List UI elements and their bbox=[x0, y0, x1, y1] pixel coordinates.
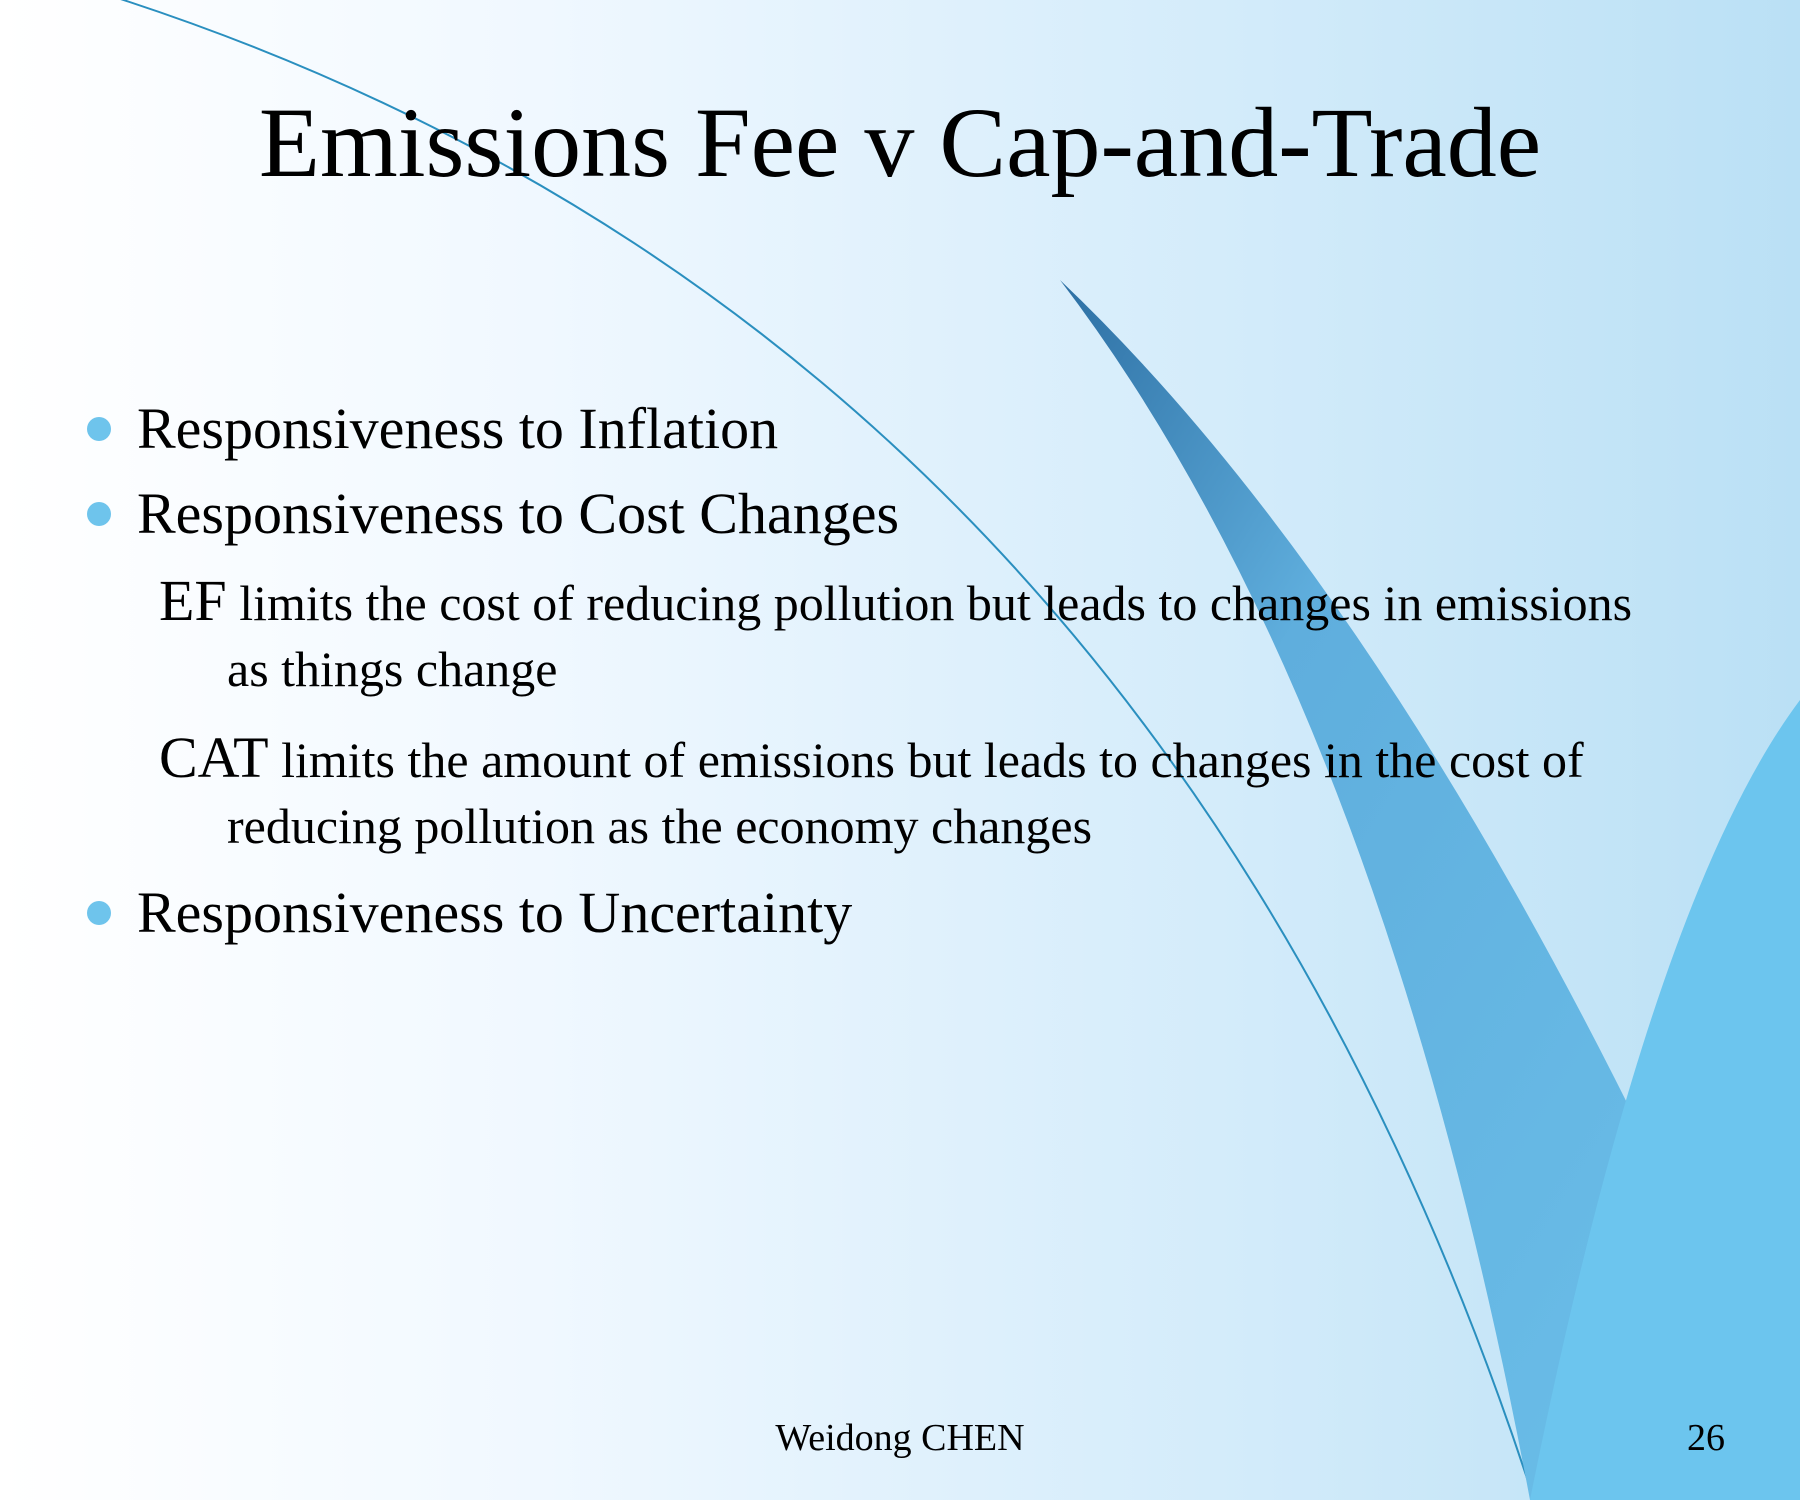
slide-content: Responsiveness to Inflation Responsivene… bbox=[75, 395, 1675, 964]
bullet-item: Responsiveness to Uncertainty bbox=[75, 879, 1675, 946]
footer-page-number: 26 bbox=[1687, 1416, 1725, 1460]
bullet-label: Responsiveness to Uncertainty bbox=[137, 879, 852, 946]
bullet-icon bbox=[87, 901, 111, 925]
para-lead: EF bbox=[159, 568, 227, 633]
bullet-icon bbox=[87, 502, 111, 526]
bullet-icon bbox=[87, 417, 111, 441]
para-rest: limits the amount of emissions but leads… bbox=[227, 732, 1584, 854]
footer-author: Weidong CHEN bbox=[0, 1416, 1800, 1460]
para-lead: CAT bbox=[159, 725, 269, 790]
slide: Emissions Fee v Cap-and-Trade Responsive… bbox=[0, 0, 1800, 1500]
bullet-item: Responsiveness to Inflation bbox=[75, 395, 1675, 462]
body-paragraph: EF limits the cost of reducing pollution… bbox=[87, 565, 1675, 700]
slide-title: Emissions Fee v Cap-and-Trade bbox=[120, 85, 1680, 200]
bullet-label: Responsiveness to Inflation bbox=[137, 395, 778, 462]
bullet-item: Responsiveness to Cost Changes bbox=[75, 480, 1675, 547]
bullet-label: Responsiveness to Cost Changes bbox=[137, 480, 899, 547]
body-paragraph: CAT limits the amount of emissions but l… bbox=[87, 722, 1675, 857]
para-rest: limits the cost of reducing pollution bu… bbox=[227, 575, 1632, 697]
